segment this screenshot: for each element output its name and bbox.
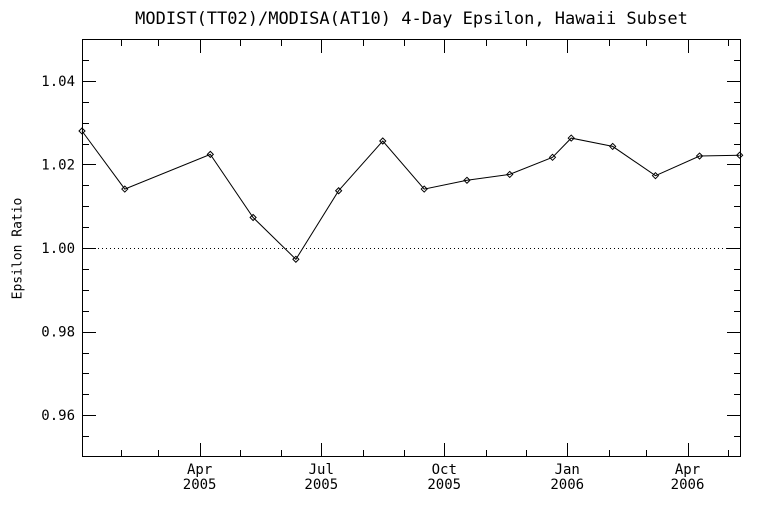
data-point-marker xyxy=(78,127,86,135)
x-tick-label-year: 2005 xyxy=(183,477,217,493)
y-tick-label: 1.02 xyxy=(41,157,75,173)
chart-title: MODIST(TT02)/MODISA(AT10) 4-Day Epsilon,… xyxy=(135,9,688,29)
data-point-marker xyxy=(420,185,428,193)
x-tick-label-year: 2005 xyxy=(304,477,338,493)
x-tick-label-month: Oct xyxy=(432,462,457,478)
data-point-marker xyxy=(735,151,744,159)
x-tick-label-year: 2006 xyxy=(550,477,584,493)
epsilon-series-line xyxy=(81,130,740,261)
x-tick-label-month: Jan xyxy=(555,462,580,478)
x-tick-label-year: 2005 xyxy=(427,477,461,493)
y-axis-title: Epsilon Ratio xyxy=(10,197,26,300)
data-point-marker xyxy=(567,134,575,142)
data-point-marker xyxy=(695,152,704,160)
data-point-marker xyxy=(463,176,471,184)
data-point-marker xyxy=(651,171,660,180)
data-point-marker xyxy=(292,255,300,263)
data-point-marker xyxy=(334,187,343,195)
plot-frame xyxy=(82,39,741,457)
data-point-marker xyxy=(548,153,557,162)
data-point-marker xyxy=(249,213,257,222)
y-tick-label: 0.98 xyxy=(41,325,75,341)
data-point-marker xyxy=(506,170,514,179)
data-point-marker xyxy=(608,142,617,151)
y-tick-label: 1.04 xyxy=(41,74,75,90)
x-tick-label-month: Apr xyxy=(675,462,700,478)
x-tick-label-month: Jul xyxy=(309,462,334,478)
y-tick-label: 1.00 xyxy=(41,241,75,257)
y-tick-label: 0.96 xyxy=(41,408,75,424)
data-point-marker xyxy=(121,185,129,193)
data-point-marker xyxy=(206,150,215,159)
data-point-marker xyxy=(379,137,387,145)
x-tick-label-year: 2006 xyxy=(671,477,705,493)
x-tick-label-month: Apr xyxy=(187,462,212,478)
